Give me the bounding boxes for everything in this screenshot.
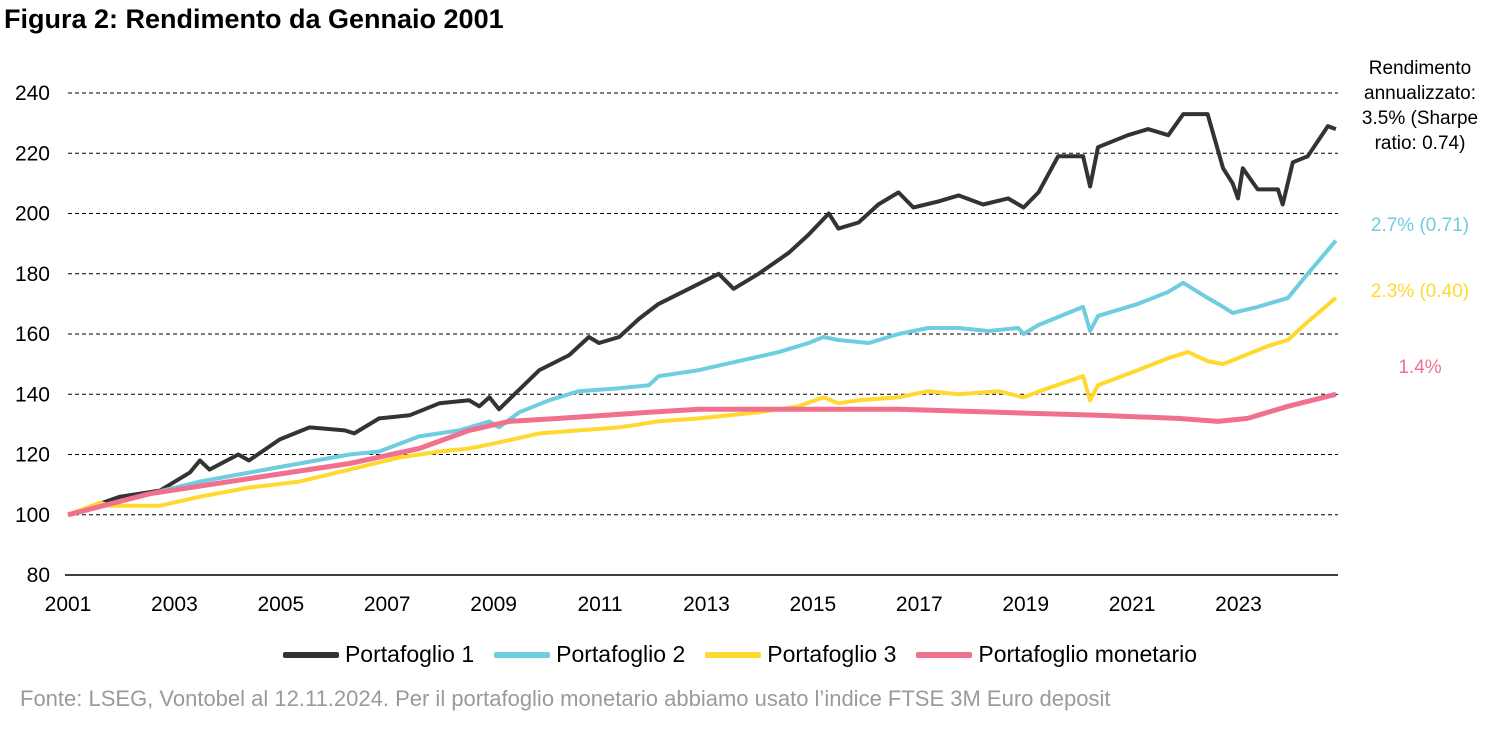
x-tick-label: 2015	[790, 593, 837, 616]
y-tick-label: 180	[15, 263, 50, 286]
legend-item: Portafoglio monetario	[916, 641, 1197, 668]
legend-swatch	[705, 651, 762, 658]
y-tick-label: 240	[15, 82, 50, 105]
legend: Portafoglio 1 Portafoglio 2 Portafoglio 3 P…	[0, 641, 1500, 668]
legend-swatch	[282, 651, 339, 658]
x-tick-label: 2009	[470, 593, 517, 616]
series-line-4	[67, 391, 1337, 518]
gridlines	[65, 92, 1338, 576]
y-tick-label: 80	[27, 564, 50, 587]
series-lines	[67, 112, 1338, 518]
y-tick-label: 220	[15, 142, 50, 165]
x-tick-label: 2011	[577, 593, 622, 616]
series-line-3	[67, 296, 1338, 517]
series-line-2	[67, 239, 1338, 517]
legend-label: Portafoglio monetario	[978, 641, 1198, 667]
y-tick-label: 160	[15, 323, 50, 346]
legend-swatch	[494, 651, 551, 658]
series-line-1	[67, 112, 1337, 517]
y-tick-label: 140	[15, 383, 50, 406]
y-tick-label: 200	[15, 203, 50, 226]
x-tick-label: 2019	[1002, 593, 1049, 616]
legend-item: Portafoglio 1	[282, 641, 475, 668]
y-tick-label: 100	[15, 504, 50, 527]
legend-label: Portafoglio 2	[556, 641, 686, 667]
x-tick-label: 2005	[257, 593, 304, 616]
footnote: Fonte: LSEG, Vontobel al 12.11.2024. Per…	[20, 686, 1111, 711]
y-tick-label: 120	[15, 444, 50, 467]
x-tick-label: 2017	[896, 593, 943, 616]
series-annotations: Rendimento annualizzato: 3.5% (Sharpe ratio…	[1362, 58, 1478, 378]
annotation-series-2: 2.7% (0.71)	[1371, 215, 1469, 236]
x-tick-label: 2007	[364, 593, 411, 616]
legend-item: Portafoglio 3	[705, 641, 896, 668]
x-tick-label: 2023	[1215, 593, 1262, 616]
annotation-series-3: 2.3% (0.40)	[1371, 281, 1469, 302]
annotation-portafoglio-1: Rendimento annualizzato: 3.5% (Sharpe ratio…	[1362, 58, 1478, 154]
legend-label: Portafoglio 3	[767, 641, 897, 667]
chart-title: Figura 2: Rendimento da Gennaio 2001	[4, 4, 504, 34]
x-tick-label: 2003	[151, 593, 198, 616]
annotation-series-4: 1.4%	[1398, 357, 1441, 378]
x-tick-label: 2021	[1109, 593, 1156, 616]
x-axis-ticks: 2001 2003 2005 2007 2009 2011 2013 2015 2017 2019…	[45, 593, 1262, 616]
x-tick-label: 2001	[45, 593, 92, 616]
legend-item: Portafoglio 2	[494, 641, 685, 668]
legend-label: Portafoglio 1	[344, 641, 475, 667]
legend-swatch	[916, 651, 973, 658]
x-tick-label: 2013	[683, 593, 730, 616]
y-axis-ticks: 80 100 120 140 160 180 200 220 240	[15, 82, 50, 587]
